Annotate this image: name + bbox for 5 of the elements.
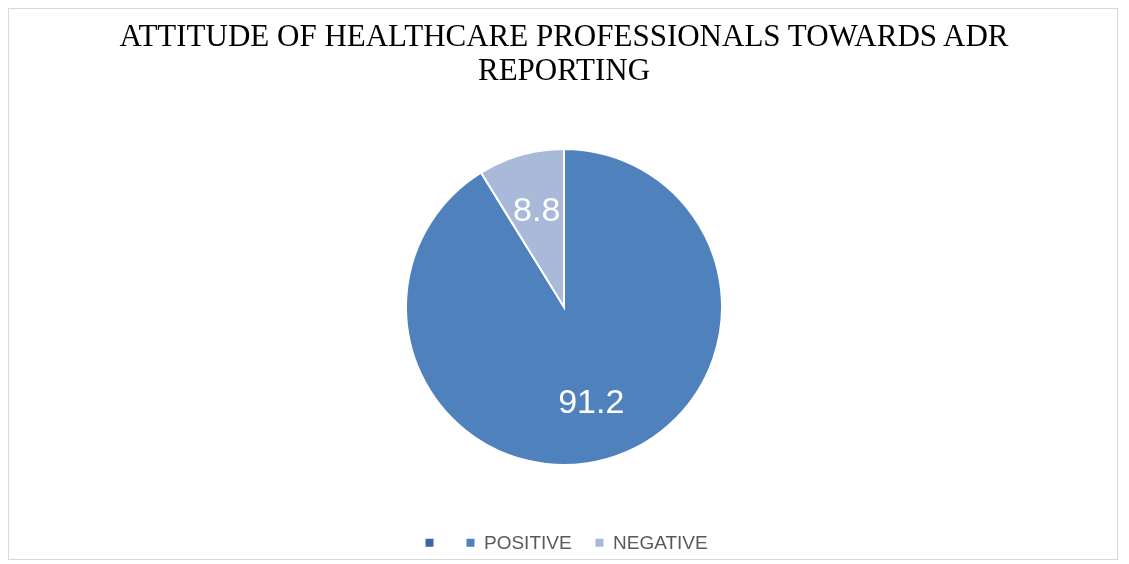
data-label: 91.2	[558, 382, 625, 421]
legend-label: POSITIVE	[484, 531, 572, 553]
data-label: 8.8	[513, 189, 561, 228]
chart-title: ATTITUDE OF HEALTHCARE PROFESSIONALS TOWARDS ADR REPORTING	[119, 18, 1009, 87]
legend-label: NEGATIVE	[613, 531, 708, 553]
